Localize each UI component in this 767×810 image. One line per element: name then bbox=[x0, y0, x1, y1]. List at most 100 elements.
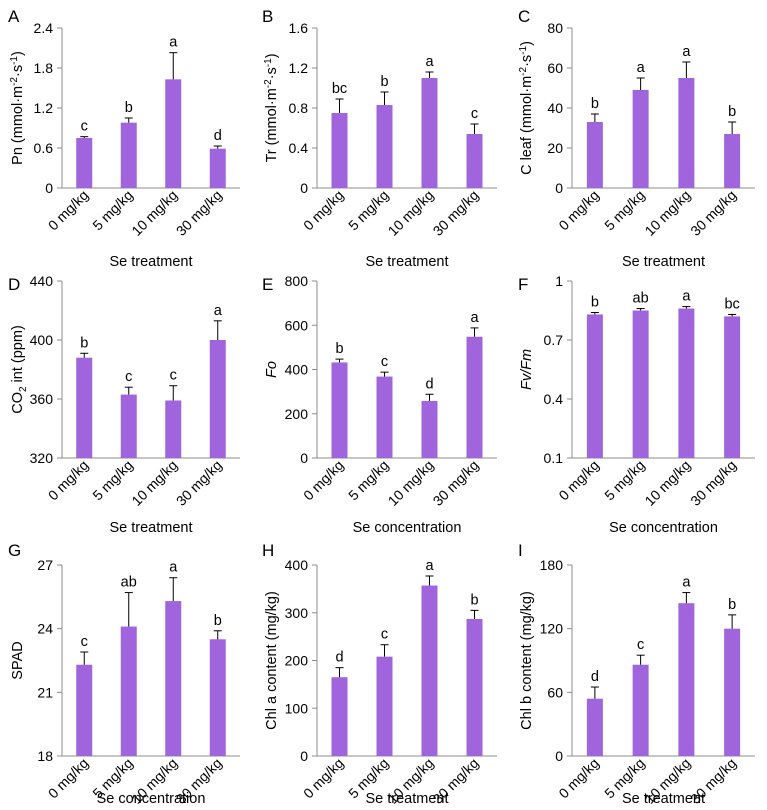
panel-a-bar bbox=[209, 148, 226, 188]
panel-c-sig-label: b bbox=[591, 96, 599, 112]
panel-f-bar bbox=[586, 314, 603, 458]
panel-e-y-tick-label: 200 bbox=[285, 406, 309, 422]
panel-c-x-label: Se treatment bbox=[622, 254, 705, 270]
panel-a: A00.61.21.82.4Pn (mmol·m-2·s-1)c0 mg/kgb… bbox=[8, 7, 240, 270]
panel-f-letter: F bbox=[518, 275, 528, 294]
panel-e-bar bbox=[421, 400, 438, 458]
panel-h-x-label: Se treatment bbox=[365, 791, 448, 807]
panel-h-bar bbox=[376, 656, 393, 756]
panel-a-y-tick-label: 1.8 bbox=[34, 60, 54, 76]
panel-c-x-tick-label: 10 mg/kg bbox=[641, 187, 693, 239]
panel-d-sig-label: c bbox=[125, 369, 132, 385]
panel-a-bar bbox=[165, 79, 182, 188]
panel-b-sig-label: a bbox=[425, 54, 434, 70]
panel-i-y-label: Chl b content (mg/kg) bbox=[519, 591, 535, 730]
panel-b-y-tick-label: 0.4 bbox=[289, 140, 309, 156]
panel-d-x-label: Se treatment bbox=[109, 520, 192, 536]
panel-b-sig-label: bc bbox=[332, 81, 347, 97]
panel-a-bar bbox=[76, 138, 93, 188]
panel-d-y-tick-label: 320 bbox=[30, 450, 54, 466]
panel-e-y-tick-label: 0 bbox=[300, 450, 308, 466]
panel-g-sig-label: c bbox=[81, 634, 88, 650]
panel-f-y-tick-label: 1 bbox=[555, 273, 563, 289]
panel-e-bar bbox=[466, 336, 483, 458]
panel-g-sig-label: b bbox=[214, 613, 222, 629]
panel-c-bar bbox=[586, 122, 603, 188]
panel-b-bar bbox=[466, 134, 483, 188]
panel-b-y-tick-label: 0 bbox=[300, 180, 308, 196]
panel-g-y-tick-label: 21 bbox=[37, 684, 53, 700]
panel-h-y-tick-label: 400 bbox=[285, 557, 309, 573]
panel-f-y-tick-label: 0.1 bbox=[544, 450, 564, 466]
panel-i-bar bbox=[632, 664, 649, 756]
panel-h-y-tick-label: 300 bbox=[285, 605, 309, 621]
panel-a-sig-label: b bbox=[125, 100, 133, 116]
panel-i-y-tick-label: 120 bbox=[540, 621, 564, 637]
panel-f-bar bbox=[678, 308, 695, 458]
panel-h-y-tick-label: 200 bbox=[285, 653, 309, 669]
panel-e-y-tick-label: 600 bbox=[285, 317, 309, 333]
panel-i-bar bbox=[724, 628, 741, 756]
panel-i-sig-label: a bbox=[682, 575, 691, 591]
panel-a-x-label: Se treatment bbox=[109, 254, 192, 270]
panel-a-x-tick-label: 30 mg/kg bbox=[173, 187, 225, 239]
panel-i-letter: I bbox=[518, 541, 523, 560]
panel-a-x-tick-label: 10 mg/kg bbox=[128, 187, 180, 239]
panel-f-bar bbox=[724, 316, 741, 458]
panel-h-bar bbox=[331, 677, 348, 756]
panel-e-sig-label: c bbox=[381, 354, 388, 370]
panel-b-y-tick-label: 1.6 bbox=[289, 20, 309, 36]
panel-e-sig-label: b bbox=[335, 341, 343, 357]
panel-d-x-tick-label: 30 mg/kg bbox=[173, 457, 225, 509]
panel-f-y-tick-label: 0.4 bbox=[544, 391, 564, 407]
panel-b: B00.40.81.21.6Tr (mmol·m-2·s-1)bc0 mg/kg… bbox=[262, 7, 497, 270]
panel-c-y-tick-label: 40 bbox=[547, 100, 563, 116]
panel-a-y-tick-label: 1.2 bbox=[34, 100, 54, 116]
panel-d-sig-label: a bbox=[214, 303, 223, 319]
panel-i-bar bbox=[678, 603, 695, 756]
panel-f-sig-label: a bbox=[682, 289, 691, 305]
panel-e-y-tick-label: 800 bbox=[285, 273, 309, 289]
panel-f-x-tick-label: 10 mg/kg bbox=[641, 457, 693, 509]
panel-b-bar bbox=[331, 113, 348, 188]
panel-e-x-tick-label: 10 mg/kg bbox=[385, 457, 437, 509]
panel-a-y-tick-label: 0.6 bbox=[34, 140, 54, 156]
panel-b-bar bbox=[376, 105, 393, 188]
panel-e-x-label: Se concentration bbox=[353, 520, 462, 536]
panel-i-sig-label: d bbox=[591, 669, 599, 685]
panel-e-sig-label: a bbox=[470, 310, 479, 326]
panel-c-sig-label: a bbox=[637, 60, 646, 76]
panel-a-bar bbox=[120, 122, 137, 188]
panel-a-y-tick-label: 2.4 bbox=[34, 20, 54, 36]
panel-h-y-label: Chl a content (mg/kg) bbox=[264, 591, 280, 730]
panel-b-x-tick-label: 30 mg/kg bbox=[430, 187, 482, 239]
panel-h-sig-label: a bbox=[425, 558, 434, 574]
panel-g-y-tick-label: 18 bbox=[37, 748, 53, 764]
panel-e-letter: E bbox=[262, 275, 273, 294]
panel-e-bar bbox=[331, 362, 348, 458]
panel-h-bar bbox=[466, 618, 483, 756]
panel-d-bar bbox=[209, 340, 226, 458]
panel-i-sig-label: c bbox=[637, 637, 644, 653]
panel-c-letter: C bbox=[518, 7, 530, 26]
panel-d-bar bbox=[165, 400, 182, 458]
panel-b-y-tick-label: 0.8 bbox=[289, 100, 309, 116]
panel-h-letter: H bbox=[262, 541, 274, 560]
panel-b-sig-label: c bbox=[471, 106, 478, 122]
panel-f-sig-label: bc bbox=[724, 296, 739, 312]
panel-a-sig-label: a bbox=[169, 35, 178, 51]
panel-h-y-tick-label: 0 bbox=[300, 748, 308, 764]
panel-h-sig-label: d bbox=[335, 650, 343, 666]
panel-g-bar bbox=[165, 601, 182, 756]
panel-b-sig-label: b bbox=[380, 74, 388, 90]
panel-e-sig-label: d bbox=[425, 376, 433, 392]
panel-d-bar bbox=[120, 394, 137, 458]
panel-d-bar bbox=[76, 357, 93, 458]
panel-g-y-tick-label: 24 bbox=[37, 621, 53, 637]
